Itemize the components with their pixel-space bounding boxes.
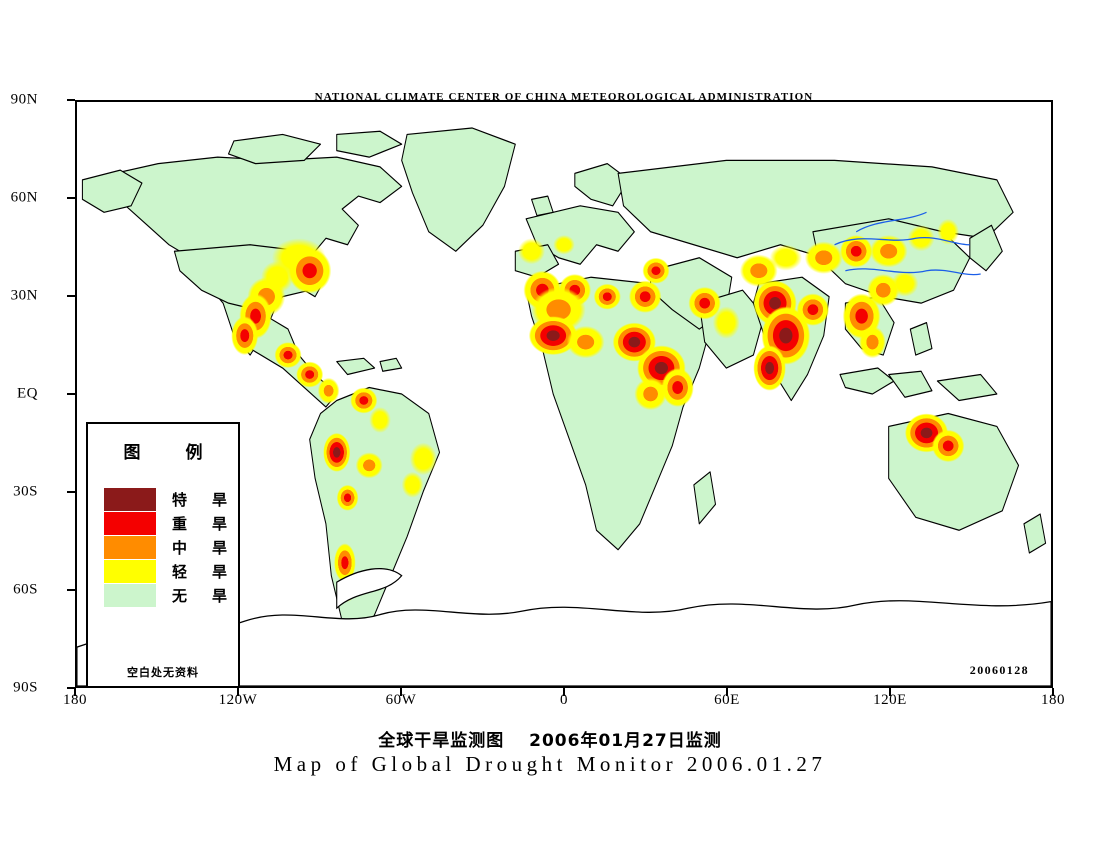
legend-label-extreme: 特 旱 bbox=[172, 490, 233, 509]
legend-swatch-severe bbox=[104, 511, 156, 535]
y-axis-label-30s: 30S bbox=[13, 483, 38, 500]
x-axis-label-60e: 60E bbox=[714, 692, 740, 708]
x-tick-3 bbox=[563, 688, 565, 696]
x-axis-label-120e: 120E bbox=[873, 692, 907, 708]
map-title-chinese: 全球干旱监测图 2006年01月27日监测 bbox=[378, 731, 722, 751]
antarctica-outline bbox=[77, 568, 1051, 686]
x-tick-2 bbox=[400, 688, 402, 696]
x-axis-label-60w: 60W bbox=[385, 692, 417, 708]
y-tick-1 bbox=[67, 197, 75, 199]
legend-swatch-none bbox=[104, 583, 156, 607]
drought-overlay-layer bbox=[231, 218, 965, 602]
y-axis-label-eq: EQ bbox=[17, 385, 38, 402]
legend-item-moderate: 中 旱 bbox=[104, 535, 238, 559]
y-tick-3 bbox=[67, 393, 75, 395]
y-tick-5 bbox=[67, 589, 75, 591]
legend-swatch-mild bbox=[104, 559, 156, 583]
x-axis-label-0: 0 bbox=[560, 692, 568, 708]
legend-label-severe: 重 旱 bbox=[172, 514, 233, 533]
map-title-english: Map of Global Drought Monitor 2006.01.27 bbox=[273, 752, 827, 776]
x-axis-label-180e: 180 bbox=[1041, 692, 1065, 708]
x-tick-0 bbox=[74, 688, 76, 696]
legend-swatch-moderate bbox=[104, 535, 156, 559]
river-layer bbox=[834, 211, 981, 276]
legend-label-mild: 轻 旱 bbox=[172, 562, 233, 581]
legend-item-severe: 重 旱 bbox=[104, 511, 238, 535]
y-tick-6 bbox=[67, 687, 75, 689]
y-axis-label-60s: 60S bbox=[13, 581, 38, 598]
legend-item-extreme: 特 旱 bbox=[104, 487, 238, 511]
y-axis-label-90s: 90S bbox=[13, 679, 38, 696]
legend-rows: 特 旱 重 旱 中 旱 轻 旱 无 旱 bbox=[88, 487, 238, 607]
y-axis-label-30n: 30N bbox=[10, 287, 38, 304]
x-tick-1 bbox=[237, 688, 239, 696]
y-axis-label-90n: 90N bbox=[10, 91, 38, 108]
x-axis-label-120w: 120W bbox=[218, 692, 258, 708]
x-tick-5 bbox=[889, 688, 891, 696]
production-datestamp: 20060128 bbox=[969, 663, 1029, 677]
legend-label-none: 无 旱 bbox=[172, 586, 233, 605]
map-legend: 图 例 特 旱 重 旱 中 旱 轻 旱 无 旱 空白处无资料 bbox=[86, 422, 240, 688]
legend-label-moderate: 中 旱 bbox=[172, 538, 233, 557]
x-tick-4 bbox=[726, 688, 728, 696]
y-axis-label-60n: 60N bbox=[10, 189, 38, 206]
y-tick-4 bbox=[67, 491, 75, 493]
y-tick-2 bbox=[67, 295, 75, 297]
legend-swatch-extreme bbox=[104, 487, 156, 511]
x-tick-6 bbox=[1052, 688, 1054, 696]
legend-item-none: 无 旱 bbox=[104, 583, 238, 607]
legend-item-mild: 轻 旱 bbox=[104, 559, 238, 583]
x-axis-label-180w: 180 bbox=[63, 692, 87, 708]
legend-no-data-note: 空白处无资料 bbox=[127, 666, 199, 679]
y-tick-0 bbox=[67, 99, 75, 101]
legend-title: 图 例 bbox=[123, 443, 217, 463]
